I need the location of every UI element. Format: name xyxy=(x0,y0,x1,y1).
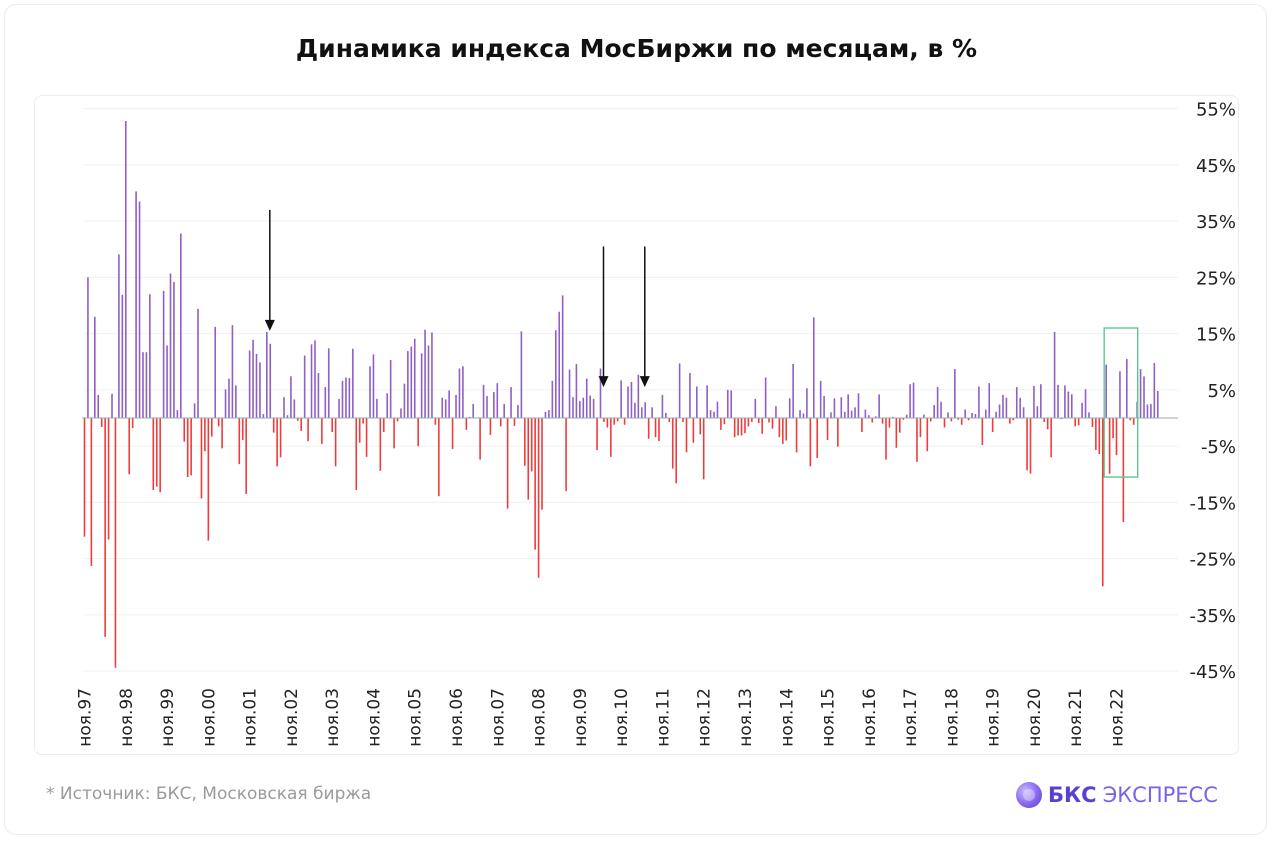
x-tick-label: ноя.08 xyxy=(530,688,550,747)
chart-title: Динамика индекса МосБиржи по месяцам, в … xyxy=(295,34,978,63)
x-tick-label: ноя.02 xyxy=(282,688,302,747)
brand-main-text: БКС xyxy=(1048,783,1097,807)
y-tick-label: -25% xyxy=(1189,550,1236,571)
y-tick-label: 15% xyxy=(1196,325,1236,346)
x-tick-label: ноя.09 xyxy=(571,688,591,747)
y-tick-label: -45% xyxy=(1189,662,1236,683)
x-tick-label: ноя.13 xyxy=(736,688,756,747)
brand-sphere-icon xyxy=(1016,782,1042,808)
x-tick-label: ноя.14 xyxy=(777,688,797,747)
x-axis-labels: ноя.97 ноя.98 ноя.99 ноя.00 ноя.01 ноя.02 ноя.… xyxy=(76,688,1128,747)
annotations xyxy=(264,209,1139,478)
y-tick-label: 35% xyxy=(1196,212,1236,233)
arrow-head-icon xyxy=(639,376,650,388)
y-tick-label: 55% xyxy=(1196,100,1236,121)
brand-logo: БКС ЭКСПРЕСС xyxy=(1016,780,1218,810)
y-tick-label: -15% xyxy=(1189,493,1236,514)
x-tick-label: ноя.19 xyxy=(984,688,1004,747)
x-tick-label: ноя.11 xyxy=(653,688,673,747)
arrow-head-icon xyxy=(264,319,275,331)
x-tick-label: ноя.01 xyxy=(241,688,261,747)
y-tick-label: 25% xyxy=(1196,268,1236,289)
x-tick-label: ноя.03 xyxy=(323,688,343,747)
y-tick-label: 45% xyxy=(1196,156,1236,177)
x-tick-label: ноя.20 xyxy=(1025,688,1045,747)
y-tick-label: 5% xyxy=(1207,381,1236,402)
brand-sub-text: ЭКСПРЕСС xyxy=(1102,783,1218,807)
card-frame xyxy=(4,4,1267,835)
x-tick-label: ноя.21 xyxy=(1066,688,1086,747)
y-tick-label: -5% xyxy=(1201,437,1236,458)
x-tick-label: ноя.15 xyxy=(819,688,839,747)
y-axis-labels: 55% 45% 35% 25% 15% 5% -5% -15% -25% -35% -45% xyxy=(1189,100,1236,684)
x-tick-label: ноя.00 xyxy=(199,688,219,747)
x-tick-label: ноя.04 xyxy=(364,688,384,747)
x-tick-label: ноя.16 xyxy=(860,688,880,747)
x-tick-label: ноя.05 xyxy=(406,688,426,747)
source-footnote: * Источник: БКС, Московская биржа xyxy=(46,784,372,804)
y-tick-label: -35% xyxy=(1189,606,1236,627)
bars xyxy=(82,121,1178,668)
x-tick-label: ноя.12 xyxy=(695,688,715,747)
arrow-head-icon xyxy=(598,376,609,388)
x-tick-label: ноя.10 xyxy=(612,688,632,747)
x-tick-label: ноя.06 xyxy=(447,688,467,747)
x-tick-label: ноя.97 xyxy=(76,688,96,747)
x-tick-label: ноя.18 xyxy=(942,688,962,747)
x-tick-label: ноя.98 xyxy=(117,688,137,747)
x-tick-label: ноя.17 xyxy=(901,688,921,747)
chart-panel xyxy=(34,95,1239,755)
x-tick-label: ноя.07 xyxy=(488,688,508,747)
x-tick-label: ноя.22 xyxy=(1108,688,1128,747)
highlight-box xyxy=(1103,327,1139,478)
x-tick-label: ноя.99 xyxy=(158,688,178,747)
